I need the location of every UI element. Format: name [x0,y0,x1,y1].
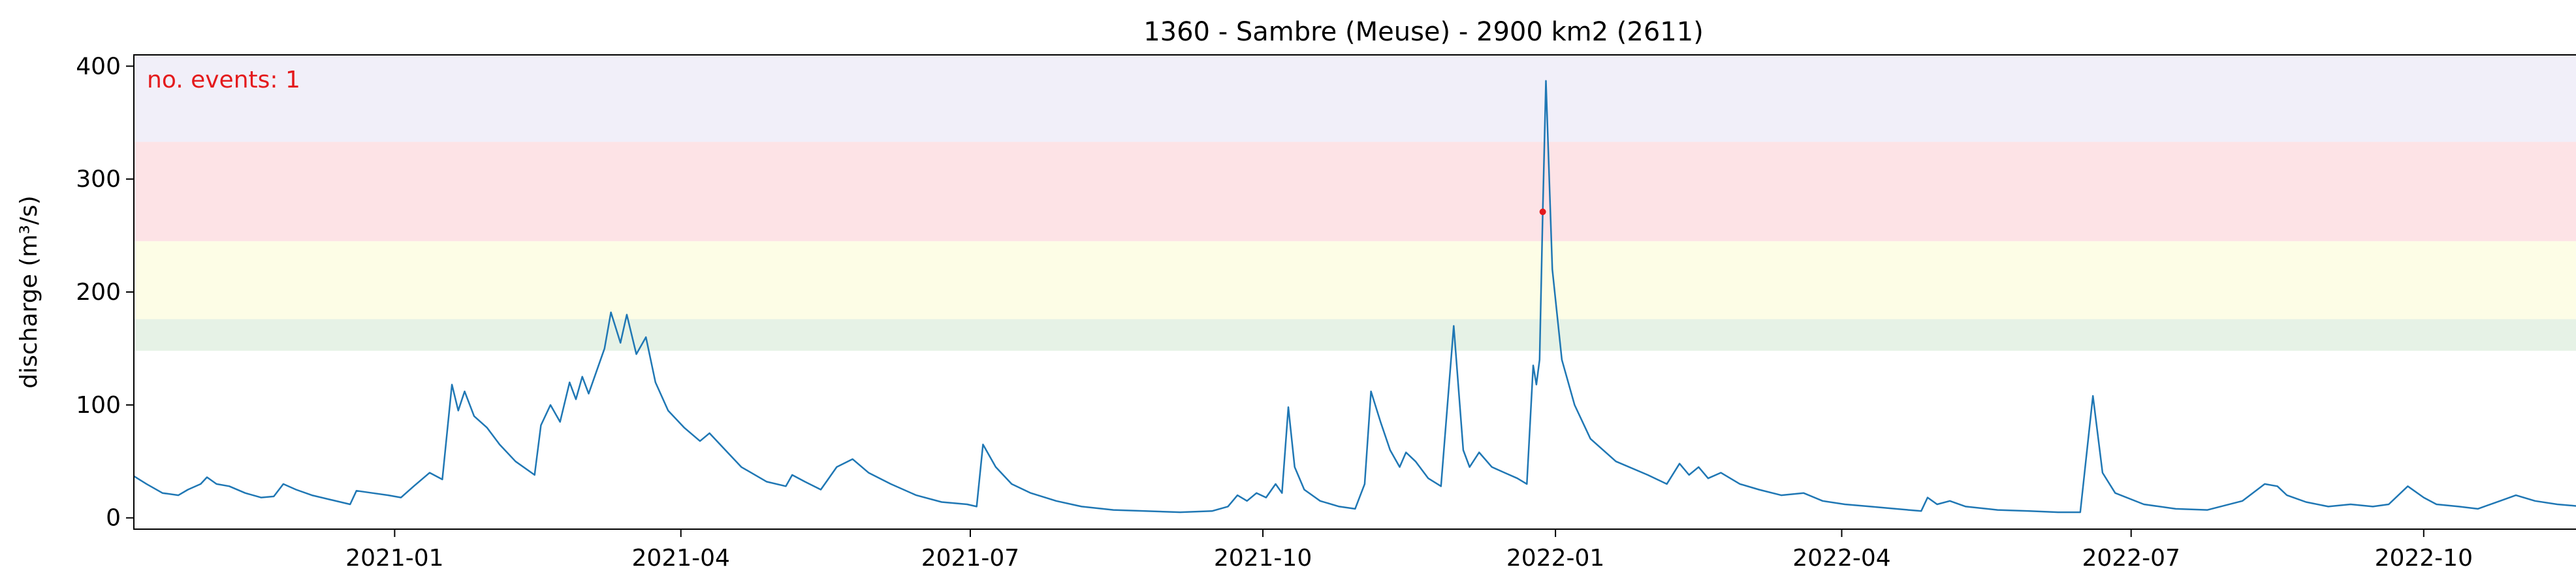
threshold-band-4 [134,55,2576,142]
y-tick-label: 300 [76,166,121,193]
series-layer [133,80,2576,513]
x-tick-label: 2022-07 [2082,545,2180,569]
event-markers [1539,208,1546,216]
x-tick-label: 2022-10 [2375,545,2473,569]
discharge-series-line [133,80,2576,513]
chart-title: 1360 - Sambre (Meuse) - 2900 km2 (2611) [1143,17,1704,47]
x-tick-label: 2021-10 [1214,545,1312,569]
y-axis-label: discharge (m³/s) [16,195,42,388]
threshold-band-1 [134,319,2576,351]
x-tick-label: 2021-01 [345,545,443,569]
event-count-annotation: no. events: 1 [147,67,300,93]
x-tick-label: 2021-04 [632,545,730,569]
threshold-bands [134,55,2576,351]
event-marker [1539,208,1546,216]
x-tick-label: 2022-04 [1792,545,1890,569]
x-tick-label: 2022-01 [1506,545,1604,569]
threshold-band-3 [134,142,2576,242]
y-tick-label: 400 [76,53,121,80]
threshold-band-2 [134,241,2576,319]
y-tick-label: 100 [76,392,121,419]
x-tick-label: 2021-07 [921,545,1019,569]
y-tick-label: 200 [76,279,121,306]
y-tick-label: 0 [106,505,121,532]
x-axis-ticks: 2021-01 2021-04 2021-07 2021-10 2022-01 2022-… [345,529,2473,569]
y-axis-ticks: 0 100 200 300 400 [76,53,134,532]
